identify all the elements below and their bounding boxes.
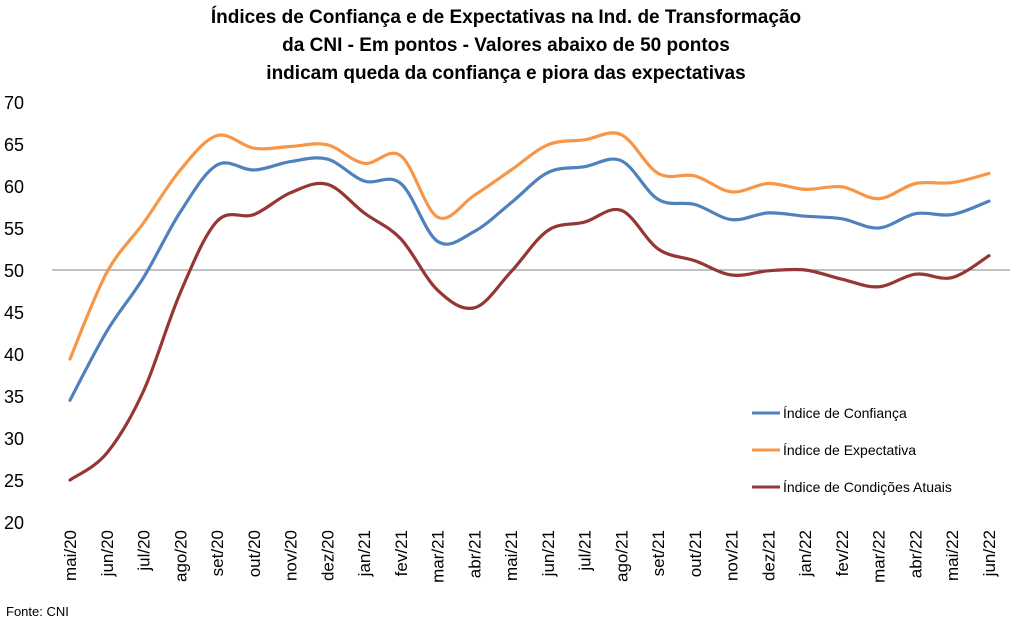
x-tick-label: ago/20 [171,530,190,582]
chart-title-line-1: Índices de Confiança e de Expectativas n… [210,7,802,28]
y-tick-label: 35 [4,387,24,407]
x-tick-label: set/21 [649,530,668,576]
x-tick-label: dez/20 [318,530,337,581]
x-tick-label: jun/21 [539,530,558,577]
y-axis: 20 25 30 35 40 45 50 55 60 65 70 [4,93,24,533]
y-tick-label: 40 [4,345,24,365]
x-tick-label: abr/22 [906,530,925,578]
legend-label-2: Índice de Expectativa [783,442,916,458]
y-tick-label: 50 [4,261,24,281]
x-axis: mai/20 jun/20 jul/20 ago/20 set/20 out/20 nov/… [61,530,999,583]
y-tick-label: 30 [4,429,24,449]
x-tick-label: jul/21 [576,530,595,572]
x-tick-label: fev/21 [392,530,411,576]
y-tick-label: 55 [4,219,24,239]
chart-title-line-3: indicam queda da confiança e piora das e… [266,63,746,84]
legend: Índice de Confiança Índice de Expectativa… [752,405,952,495]
x-tick-label: abr/21 [465,530,484,578]
y-tick-label: 25 [4,471,24,491]
x-tick-label: mai/22 [943,530,962,581]
y-tick-label: 45 [4,303,24,323]
y-tick-label: 60 [4,177,24,197]
x-tick-label: set/20 [208,530,227,576]
chart-title-line-2: da CNI - Em pontos - Valores abaixo de 5… [282,35,730,56]
series-lines [68,131,991,482]
y-tick-label: 65 [4,135,24,155]
x-tick-label: mai/21 [502,530,521,581]
chart-title: Índices de Confiança e de Expectativas n… [0,4,1012,88]
series-line-2 [68,131,991,361]
x-tick-label: jul/20 [135,530,154,572]
legend-label-1: Índice de Confiança [783,405,907,421]
y-tick-label: 70 [4,93,24,113]
x-tick-label: ago/21 [612,530,631,582]
x-tick-label: jan/21 [355,530,374,577]
x-tick-label: jun/22 [980,530,999,577]
x-tick-label: fev/22 [833,530,852,576]
legend-label-3: Índice de Condições Atuais [783,479,952,495]
x-tick-label: dez/21 [759,530,778,581]
series-line-3 [68,181,991,482]
source-note: Fonte: CNI [6,604,69,619]
x-tick-label: mar/21 [429,530,448,583]
x-tick-label: jan/22 [796,530,815,577]
x-tick-label: mar/22 [870,530,889,583]
x-tick-label: nov/21 [723,530,742,581]
y-tick-label: 20 [4,513,24,533]
x-tick-label: out/21 [686,530,705,577]
x-tick-label: mai/20 [61,530,80,581]
series-line-1 [68,156,991,402]
x-tick-label: nov/20 [282,530,301,581]
x-tick-label: out/20 [245,530,264,577]
x-tick-label: jun/20 [98,530,117,577]
